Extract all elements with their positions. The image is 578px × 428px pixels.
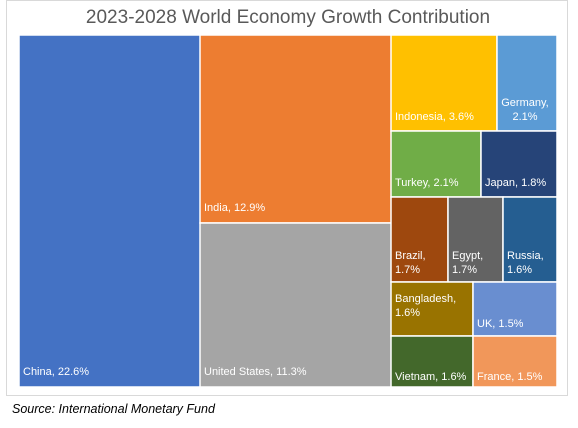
tile-rect-united-states (199, 222, 397, 388)
tile-vietnam: Vietnam, 1.6% (390, 335, 474, 388)
tile-label-japan: Japan, 1.8% (485, 177, 546, 189)
tile-uk: UK, 1.5% (472, 281, 558, 337)
tile-rect-turkey (390, 130, 482, 198)
tile-china: China, 22.6% (18, 34, 206, 388)
tile-rect-france (472, 335, 558, 388)
tile-rect-china (18, 34, 206, 388)
tile-france: France, 1.5% (472, 335, 558, 388)
tile-egypt: Egypt, 1.7% (447, 196, 504, 283)
tile-brazil: Brazil, 1.7% (390, 196, 449, 283)
tile-label-uk: UK, 1.5% (477, 318, 524, 330)
tile-russia: Russia, 1.6% (502, 196, 558, 283)
tile-label-russia: Russia, 1.6% (507, 250, 544, 276)
tile-rect-bangladesh (390, 281, 474, 337)
tile-label-india: India, 12.9% (204, 202, 265, 214)
tile-label-germany: Germany, 2.1% (501, 97, 548, 123)
tile-bangladesh: Bangladesh, 1.6% (390, 281, 474, 337)
tile-rect-india (199, 34, 397, 224)
tile-label-united-states: United States, 11.3% (204, 366, 307, 378)
treemap: China, 22.6% India, 12.9% United States, 1… (18, 34, 558, 388)
tile-rect-uk (472, 281, 558, 337)
tile-rect-russia (502, 196, 558, 283)
tile-rect-japan (480, 130, 558, 198)
chart-frame: 2023-2028 World Economy Growth Contribut… (6, 0, 568, 396)
tile-india: India, 12.9% (199, 34, 397, 224)
tile-germany: Germany, 2.1% (496, 34, 558, 132)
tile-united-states: United States, 11.3% (199, 222, 397, 388)
tile-label-turkey: Turkey, 2.1% (395, 177, 459, 189)
tile-label-brazil: Brazil, 1.7% (395, 250, 426, 276)
tile-label-china: China, 22.6% (23, 366, 89, 378)
tile-label-egypt: Egypt, 1.7% (452, 250, 483, 276)
tile-rect-brazil (390, 196, 449, 283)
tile-label-bangladesh: Bangladesh, 1.6% (395, 293, 456, 319)
tile-indonesia: Indonesia, 3.6% (390, 34, 498, 132)
tile-japan: Japan, 1.8% (480, 130, 558, 198)
tile-label-vietnam: Vietnam, 1.6% (395, 371, 467, 383)
tile-turkey: Turkey, 2.1% (390, 130, 482, 198)
tile-rect-vietnam (390, 335, 474, 388)
chart-title: 2023-2028 World Economy Growth Contribut… (85, 7, 491, 28)
tile-label-france: France, 1.5% (477, 371, 543, 383)
source-note: Source: International Monetary Fund (12, 402, 215, 416)
tile-label-indonesia: Indonesia, 3.6% (395, 111, 474, 123)
